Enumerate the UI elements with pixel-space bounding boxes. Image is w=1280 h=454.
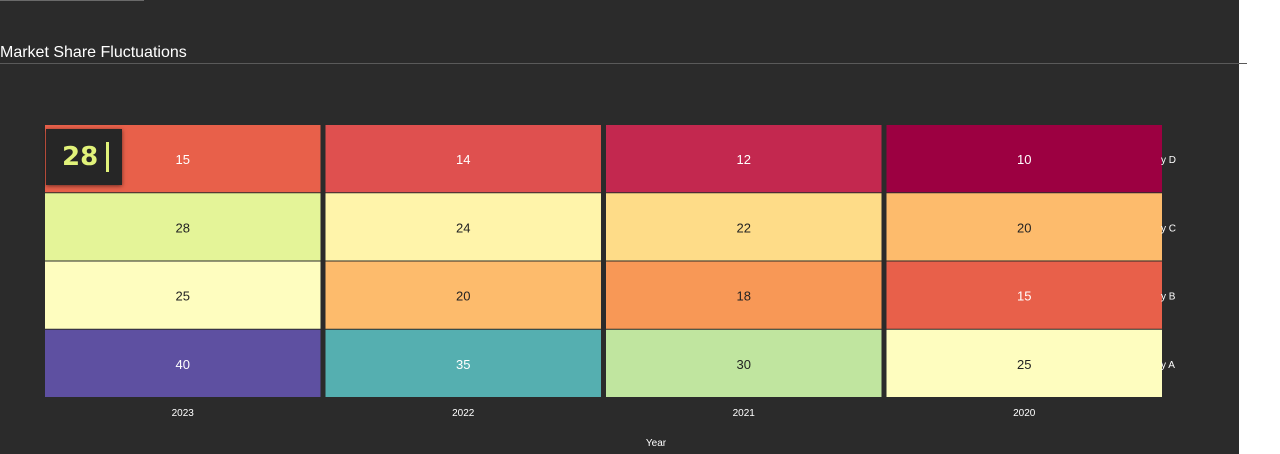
heatmap-cell [325, 261, 601, 329]
heatmap-cell [45, 193, 321, 261]
heatmap-cell [606, 125, 882, 193]
cell-value-label: 10 [1017, 152, 1031, 167]
heatmap-cell [325, 125, 601, 193]
heatmap-cell [886, 261, 1162, 329]
y-tick-label: y B [1161, 292, 1176, 303]
cell-value-label: 35 [456, 357, 470, 372]
cell-value-label: 14 [456, 152, 470, 167]
x-axis-label: Year [646, 438, 667, 449]
heatmap-chart: 15 14 12 10 28 24 22 20 25 20 18 15 40 35 30 25 2023 2022… [45, 125, 1176, 449]
heatmap-cell [886, 193, 1162, 261]
x-tick-label: 2020 [1013, 408, 1036, 419]
heatmap-cell [886, 329, 1162, 397]
y-tick-label: y C [1161, 223, 1176, 234]
x-tick-label: 2021 [733, 408, 756, 419]
heatmap-cell [886, 125, 1162, 193]
heatmap-cell [325, 193, 601, 261]
chart-title: Market Share Fluctuations [0, 44, 187, 61]
cell-value-label: 20 [456, 289, 470, 304]
title-divider [0, 63, 1247, 64]
x-tick-label: 2022 [452, 408, 475, 419]
cell-value-label: 40 [176, 357, 190, 372]
cell-value-label: 28 [176, 220, 190, 235]
heatmap-cell [606, 193, 882, 261]
heatmap-cell [45, 261, 321, 329]
y-tick-label: y A [1161, 360, 1175, 371]
cell-value-label: 24 [456, 220, 470, 235]
top-divider [0, 0, 144, 1]
heatmap-cell [45, 329, 321, 397]
tooltip-cursor [106, 142, 110, 172]
cell-value-label: 25 [176, 289, 190, 304]
cell-value-label: 25 [1017, 357, 1031, 372]
heatmap-cell [325, 329, 601, 397]
cell-value-label: 20 [1017, 220, 1031, 235]
heatmap-cell [606, 329, 882, 397]
y-tick-label: y D [1161, 155, 1176, 166]
cell-value-label: 18 [737, 289, 751, 304]
cell-value-label: 22 [737, 220, 751, 235]
x-tick-label: 2023 [172, 408, 195, 419]
cell-value-label: 15 [176, 152, 190, 167]
heatmap-cell [606, 261, 882, 329]
cell-value-label: 30 [737, 357, 751, 372]
cell-value-label: 15 [1017, 289, 1031, 304]
tooltip-value: 28 [62, 142, 99, 172]
value-tooltip: 28 [46, 129, 122, 185]
cell-value-label: 12 [737, 152, 751, 167]
